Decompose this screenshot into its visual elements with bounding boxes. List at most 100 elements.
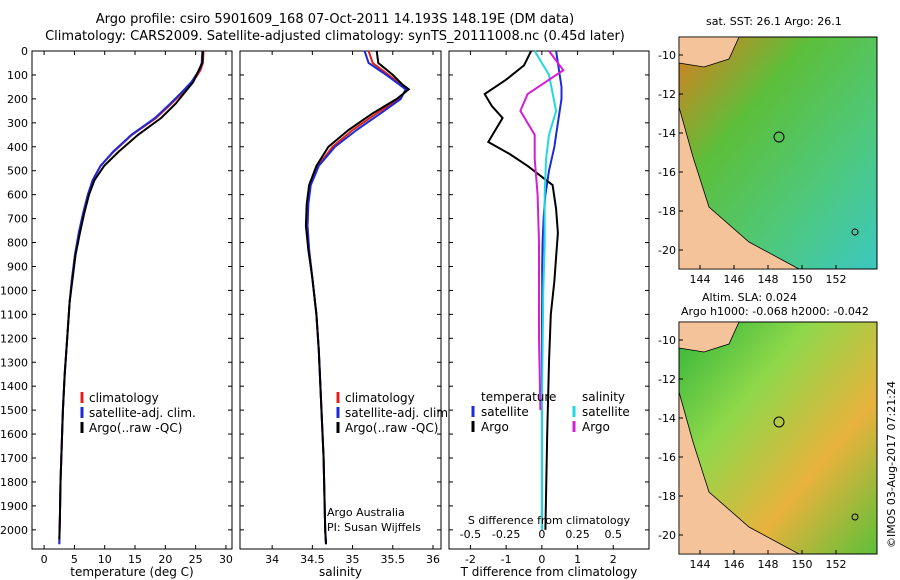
depth-tick-label: 400	[7, 141, 28, 154]
sst-map-xtick-label: 146	[724, 273, 745, 286]
sla-map-ytick-label: -16	[658, 451, 676, 464]
sst-map-ytick-label: -18	[658, 205, 676, 218]
sst-map-xtick-label: 148	[758, 273, 779, 286]
sla-map-ytick-label: -10	[658, 334, 676, 347]
sla-map-xtick-label: 148	[758, 558, 779, 571]
salinity-xtick-label: 35.5	[381, 553, 406, 566]
legend-label: satellite-adj. clim.	[345, 406, 452, 420]
sla-map-title-line-1: Altim. SLA: 0.024	[702, 291, 798, 304]
depth-tick-label: 0	[21, 45, 28, 58]
salinity-xlabel: salinity	[319, 565, 362, 579]
depth-tick-label: 1300	[0, 356, 28, 369]
title-line-1: Argo profile: csiro 5901609_168 07-Oct-2…	[95, 12, 575, 27]
temperature-xtick-label: 5	[71, 553, 78, 566]
top-axis-label: S difference from climatology	[468, 514, 631, 527]
sla-map-ytick-label: -12	[658, 373, 676, 386]
legend-label: Argo(..raw -QC)	[345, 421, 438, 435]
depth-tick-label: 700	[7, 213, 28, 226]
sst-map-ytick-label: -12	[658, 88, 676, 101]
temperature-series-argo-raw-qc-	[58, 50, 204, 540]
sla-map-xtick-label: 150	[792, 558, 813, 571]
depth-tick-label: 500	[7, 165, 28, 178]
sla-map-ytick-label: -18	[658, 490, 676, 503]
difference-plot-frame	[448, 50, 650, 550]
sst-map-xtick-label: 152	[826, 273, 847, 286]
temperature-xtick-label: 10	[98, 553, 112, 566]
temperature-xtick-label: 0	[41, 553, 48, 566]
depth-tick-label: 1000	[0, 284, 28, 297]
difference-xtick-label: -1	[501, 553, 512, 566]
depth-tick-label: 100	[7, 69, 28, 82]
title-line-2: Climatology: CARS2009. Satellite-adjuste…	[45, 29, 625, 44]
difference-series-t-argo	[483, 50, 559, 530]
depth-tick-label: 1500	[0, 404, 28, 417]
credit-argo-australia: Argo Australia	[327, 506, 405, 519]
temperature-xtick-label: 20	[158, 553, 172, 566]
depth-tick-label: 1400	[0, 380, 28, 393]
temperature-xtick-label: 15	[128, 553, 142, 566]
depth-tick-label: 800	[7, 237, 28, 250]
sla-map-land-png	[678, 321, 740, 353]
top-axis-tick-label: -0.25	[492, 528, 520, 541]
legend-header-temperature: temperature	[481, 390, 556, 404]
depth-tick-label: 300	[7, 117, 28, 130]
temperature-xtick-label: 30	[219, 553, 233, 566]
sst-map-xtick-label: 150	[792, 273, 813, 286]
sla-map-xtick-label: 144	[690, 558, 711, 571]
legend-header-salinity: salinity	[582, 390, 625, 404]
top-axis-tick-label: 0.25	[565, 528, 590, 541]
difference-series-s-argo	[519, 50, 565, 411]
temperature-xtick-label: 25	[189, 553, 203, 566]
sst-map-ytick-label: -10	[658, 49, 676, 62]
difference-xtick-label: 2	[610, 553, 617, 566]
sst-map-secondary-marker	[851, 228, 859, 236]
sst-map-xtick-label: 144	[690, 273, 711, 286]
imos-credit: ©IMOS 03-Aug-2017 07:21:24	[885, 381, 898, 548]
depth-tick-label: 900	[7, 260, 28, 273]
legend-label: climatology	[345, 391, 415, 405]
sla-map-ytick-label: -20	[658, 529, 676, 542]
legend-label: satellite	[481, 405, 529, 419]
depth-tick-label: 1100	[0, 308, 28, 321]
difference-xlabel: T difference from climatology	[460, 565, 638, 579]
legend-label: satellite	[582, 405, 630, 419]
legend-label: satellite-adj. clim.	[89, 406, 196, 420]
salinity-plot-frame	[239, 50, 442, 550]
difference-xtick-label: 1	[574, 553, 581, 566]
legend-label: Argo	[481, 420, 509, 434]
depth-tick-label: 2000	[0, 524, 28, 537]
sst-map-ytick-label: -20	[658, 244, 676, 257]
depth-tick-label: 600	[7, 189, 28, 202]
salinity-xtick-label: 35	[346, 553, 360, 566]
credit-pi: PI: Susan Wijffels	[327, 521, 421, 534]
sst-map-ytick-label: -14	[658, 127, 676, 140]
difference-series-s-satellite	[533, 50, 558, 530]
salinity-xtick-label: 36	[426, 553, 440, 566]
depth-tick-label: 1900	[0, 500, 28, 513]
sst-map-ytick-label: -16	[658, 166, 676, 179]
top-axis-tick-label: 0.5	[605, 528, 623, 541]
top-axis-tick-label: 0	[538, 528, 545, 541]
temperature-plot-frame	[31, 50, 233, 550]
depth-tick-label: 1200	[0, 332, 28, 345]
legend-label: climatology	[89, 391, 159, 405]
sst-map-title: sat. SST: 26.1 Argo: 26.1	[706, 15, 842, 28]
sla-map-title-line-2: Argo h1000: -0.068 h2000: -0.042	[681, 305, 869, 318]
sla-map-xtick-label: 146	[724, 558, 745, 571]
sla-map-land-australia	[678, 391, 800, 555]
sst-map-land-australia	[678, 106, 800, 270]
top-axis-tick-label: -0.5	[460, 528, 481, 541]
depth-tick-label: 1700	[0, 452, 28, 465]
sst-map-argo-marker	[773, 131, 785, 143]
sla-map-xtick-label: 152	[826, 558, 847, 571]
salinity-series-argo-raw-qc-	[304, 50, 411, 545]
sst-map-land-png	[678, 36, 740, 68]
salinity-xtick-label: 34.5	[300, 553, 325, 566]
salinity-xtick-label: 34	[265, 553, 279, 566]
sla-map-secondary-marker	[851, 513, 859, 521]
depth-tick-label: 200	[7, 93, 28, 106]
depth-tick-label: 1600	[0, 428, 28, 441]
difference-xtick-label: 0	[538, 553, 545, 566]
temperature-xlabel: temperature (deg C)	[70, 565, 193, 579]
